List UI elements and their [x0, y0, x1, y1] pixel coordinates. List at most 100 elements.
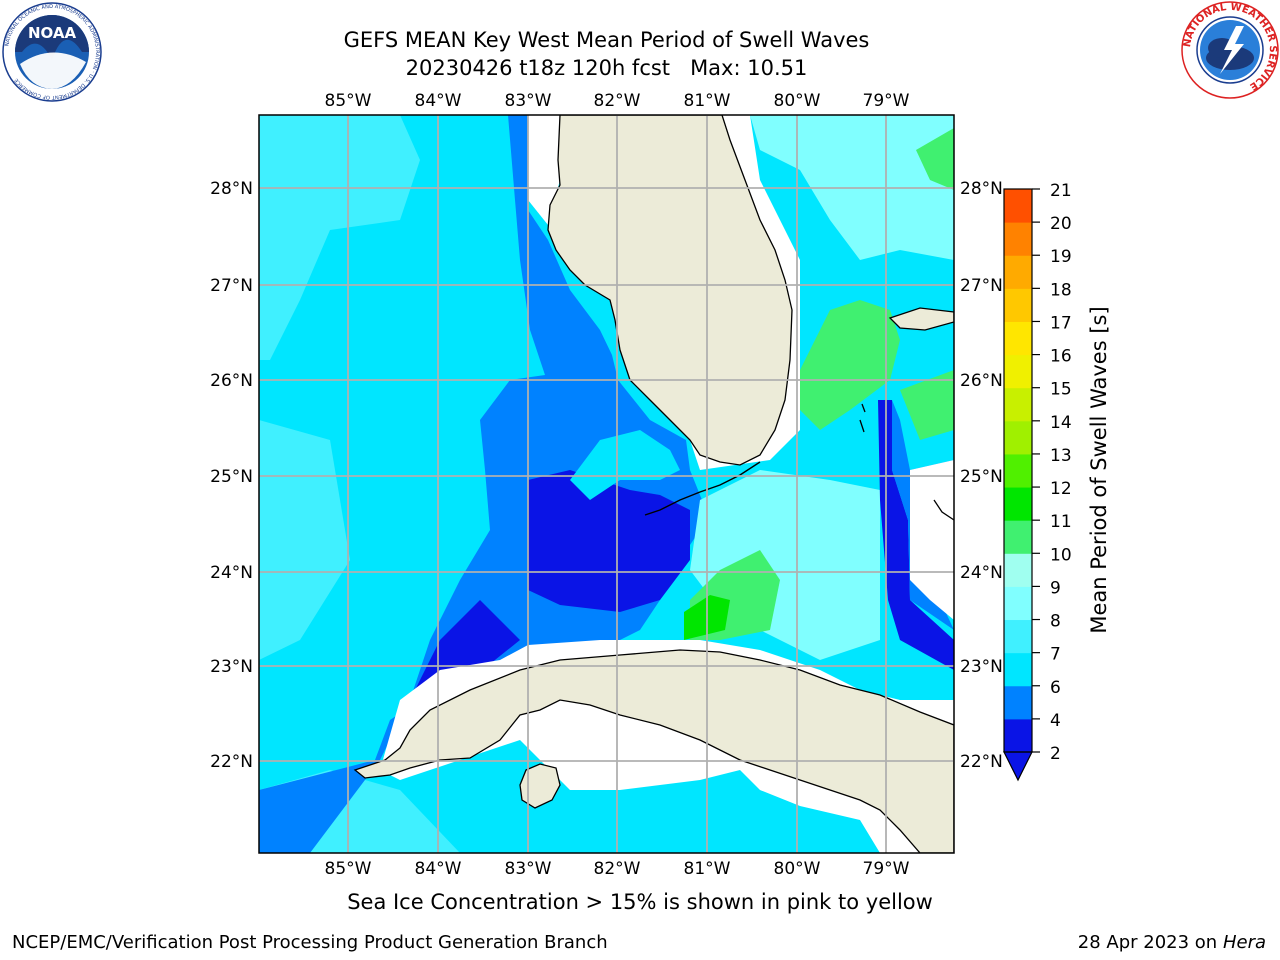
colorbar-tick-label: 17 — [1050, 313, 1072, 333]
colorbar-tick-label: 10 — [1050, 545, 1072, 565]
lat-label: 23°N — [960, 657, 1003, 677]
colorbar-segment — [1004, 718, 1032, 753]
swell-contour-6-8 — [259, 420, 350, 660]
swell-contour-2-4 — [878, 400, 954, 670]
nws-logo: NATIONAL WEATHER SERVICE — [1181, 1, 1279, 99]
title-line-1: GEFS MEAN Key West Mean Period of Swell … — [343, 28, 870, 52]
lon-label: 85°W — [325, 859, 372, 879]
lat-label: 22°N — [210, 752, 253, 772]
lon-label: 79°W — [863, 859, 910, 879]
colorbar-tick-label: 9 — [1050, 578, 1061, 598]
footer-credit: NCEP/EMC/Verification Post Processing Pr… — [12, 932, 608, 953]
map-canvas — [259, 115, 954, 853]
colorbar: 2 4 6 7 8 9 10 11 12 13 14 15 16 17 18 19 20 21 — [1003, 181, 1072, 782]
colorbar-label: Mean Period of Swell Waves [s] — [1087, 306, 1111, 633]
lat-label: 22°N — [960, 752, 1003, 772]
lat-label: 24°N — [960, 563, 1003, 583]
lon-label: 85°W — [325, 91, 372, 111]
lat-label: 28°N — [210, 179, 253, 199]
graticule — [259, 115, 954, 853]
lon-label: 79°W — [863, 91, 910, 111]
lon-label: 81°W — [684, 859, 731, 879]
colorbar-tick-label: 4 — [1050, 711, 1061, 731]
land-florida — [547, 115, 793, 466]
colorbar-tick-label: 21 — [1050, 181, 1072, 201]
footer-host: Hera — [1222, 932, 1266, 953]
colorbar-extend-low — [1003, 751, 1033, 782]
colorbar-tick-label: 2 — [1050, 744, 1061, 764]
lat-label: 23°N — [210, 657, 253, 677]
lon-label: 82°W — [594, 859, 641, 879]
lat-labels-left: 28°N 27°N 26°N 25°N 24°N 23°N 22°N — [210, 179, 253, 772]
swell-contour-6-8 — [570, 430, 680, 500]
colorbar-tick-label: 16 — [1050, 347, 1072, 367]
noaa-text: NOAA — [28, 24, 77, 42]
lat-label: 28°N — [960, 179, 1003, 199]
colorbar-segment — [1004, 288, 1032, 322]
footer-date-text: 28 Apr 2023 on — [1077, 932, 1223, 953]
swell-contour-6-8 — [259, 115, 420, 360]
colorbar-segment — [1004, 520, 1032, 554]
colorbar-tick-label: 12 — [1050, 479, 1072, 499]
colorbar-tick-label: 14 — [1050, 413, 1072, 433]
colorbar-segment — [1004, 420, 1032, 455]
land-bahamas — [859, 403, 954, 521]
no-data-area — [528, 115, 560, 225]
colorbar-segment — [1004, 387, 1032, 422]
colorbar-segment — [1004, 553, 1032, 587]
lat-label: 27°N — [960, 276, 1003, 296]
lon-label: 83°W — [505, 859, 552, 879]
lat-label: 25°N — [210, 467, 253, 487]
footer-date: 28 Apr 2023 on Hera — [1078, 932, 1266, 953]
lon-label: 80°W — [774, 91, 821, 111]
colorbar-tick-label: 8 — [1050, 612, 1061, 632]
lon-label: 84°W — [415, 91, 462, 111]
lat-labels-right: 28°N 27°N 26°N 25°N 24°N 23°N 22°N — [960, 179, 1003, 772]
lat-label: 26°N — [960, 371, 1003, 391]
lat-label: 24°N — [210, 563, 253, 583]
lon-label: 82°W — [594, 91, 641, 111]
land-cuba — [353, 649, 954, 853]
noaa-logo: NOAA NATIONAL OCEANIC AND ATMOSPHERIC AD… — [2, 2, 102, 102]
colorbar-segment — [1004, 321, 1032, 356]
map-frame — [258, 114, 955, 854]
lat-label: 27°N — [210, 276, 253, 296]
colorbar-tick-label: 20 — [1050, 214, 1072, 234]
lon-labels-top: 85°W 84°W 83°W 82°W 81°W 80°W 79°W — [325, 91, 910, 111]
colorbar-segment — [1004, 619, 1032, 654]
lon-label: 84°W — [415, 859, 462, 879]
title-line-2: 20230426 t18z 120h fcst Max: 10.51 — [405, 56, 808, 80]
swell-contour-2-4 — [528, 470, 690, 612]
colorbar-segment — [1004, 255, 1032, 289]
swell-contour-4-6 — [892, 400, 954, 630]
colorbar-frame — [1003, 188, 1033, 753]
swell-contour-9-10 — [900, 370, 954, 440]
colorbar-tick-label: 15 — [1050, 380, 1072, 400]
swell-contour-9-10 — [916, 128, 954, 190]
land-isla-juventud — [519, 763, 561, 809]
lon-labels-bottom: 85°W 84°W 83°W 82°W 81°W 80°W 79°W — [325, 859, 910, 879]
lat-label: 26°N — [210, 371, 253, 391]
colorbar-tick-label: 7 — [1050, 645, 1061, 665]
colorbar-tick-label: 13 — [1050, 446, 1072, 466]
lat-label: 25°N — [960, 467, 1003, 487]
colorbar-segment — [1004, 453, 1032, 488]
colorbar-segment — [1004, 652, 1032, 687]
colorbar-tick-label: 19 — [1050, 247, 1072, 267]
colorbar-tick-label: 6 — [1050, 678, 1061, 698]
colorbar-segment — [1004, 487, 1032, 521]
land-bahamas — [888, 307, 954, 331]
lon-label: 83°W — [505, 91, 552, 111]
swell-contour-9-10 — [800, 300, 900, 430]
colorbar-segment — [1004, 189, 1032, 223]
lon-label: 80°W — [774, 859, 821, 879]
sea-ice-caption: Sea Ice Concentration > 15% is shown in … — [347, 890, 933, 914]
swell-contour-2-4 — [415, 600, 520, 690]
colorbar-segment — [1004, 586, 1032, 621]
lon-label: 81°W — [684, 91, 731, 111]
colorbar-segment — [1004, 222, 1032, 256]
colorbar-tick-label: 11 — [1050, 512, 1072, 532]
colorbar-segment — [1004, 685, 1032, 720]
no-data-area — [910, 460, 954, 620]
